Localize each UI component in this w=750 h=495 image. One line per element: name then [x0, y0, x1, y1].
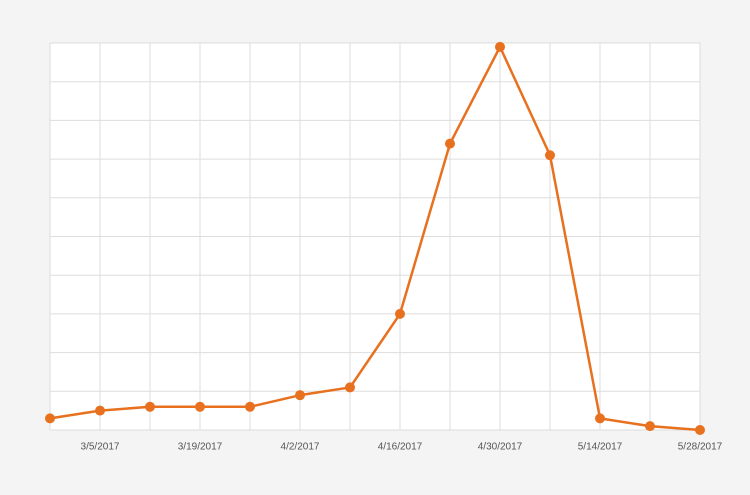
point — [645, 421, 655, 432]
point — [445, 138, 455, 149]
point — [395, 308, 405, 319]
x-tick-label: 4/16/2017 — [378, 442, 423, 453]
point — [695, 425, 705, 435]
point — [545, 150, 555, 161]
x-tick-label: 4/30/2017 — [478, 442, 523, 453]
point — [595, 413, 605, 424]
x-tick-label: 5/14/2017 — [578, 442, 623, 453]
point — [295, 390, 305, 401]
x-tick-label: 3/19/2017 — [178, 442, 223, 453]
point — [495, 41, 505, 52]
x-tick-label: 3/5/2017 — [81, 442, 120, 453]
x-tick-label: 4/2/2017 — [281, 442, 320, 453]
point — [95, 405, 105, 416]
point — [145, 401, 155, 412]
point — [345, 382, 355, 393]
x-tick-label: 5/28/2017 — [678, 442, 723, 453]
point — [195, 401, 205, 412]
point — [245, 401, 255, 412]
line — [49, 45, 701, 432]
point — [45, 413, 55, 424]
